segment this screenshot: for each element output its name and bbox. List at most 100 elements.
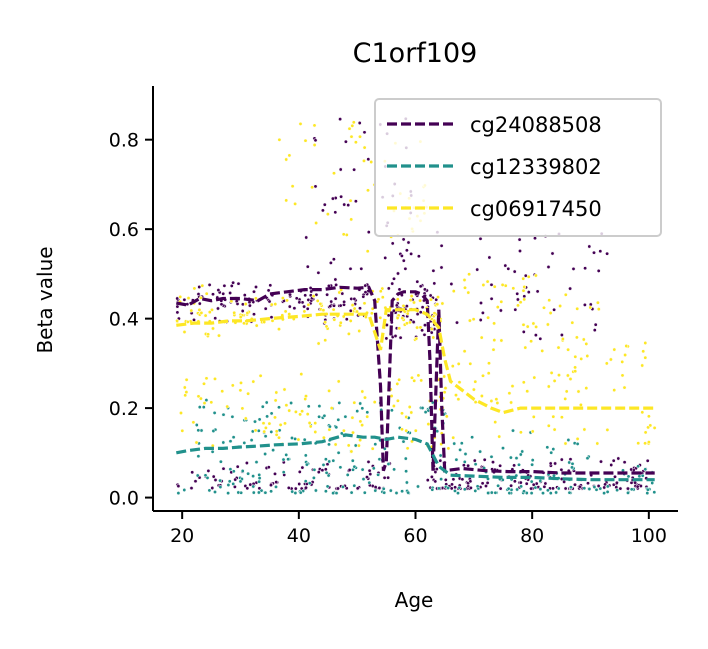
data-point [411, 320, 416, 324]
data-point [238, 388, 243, 393]
x-tick-label: 60 [403, 525, 427, 547]
trend-line [176, 433, 655, 482]
y-tick-label: 0.2 [109, 398, 139, 420]
data-point [582, 486, 587, 491]
x-tick-label: 100 [631, 525, 667, 547]
data-point [472, 458, 477, 463]
data-point [216, 306, 220, 311]
data-point [389, 394, 394, 398]
data-point [325, 212, 330, 217]
data-point [238, 479, 243, 484]
data-point [545, 488, 550, 493]
data-point [515, 297, 520, 302]
data-point [605, 489, 610, 494]
data-point [269, 411, 274, 416]
data-point [549, 450, 554, 455]
data-point [609, 463, 614, 467]
data-point [189, 486, 194, 491]
data-point [370, 446, 375, 451]
data-point [573, 369, 578, 374]
y-axis-label: Beta value [33, 246, 57, 353]
data-point [645, 458, 650, 463]
data-point [366, 188, 370, 193]
data-point [323, 489, 328, 494]
data-point [311, 294, 316, 299]
data-point [322, 202, 327, 207]
data-point [349, 490, 354, 495]
data-point [390, 281, 395, 286]
data-point [552, 378, 557, 383]
data-point [507, 391, 512, 396]
data-point [337, 290, 342, 295]
data-point [274, 390, 279, 395]
data-point [186, 296, 191, 301]
data-point [305, 306, 310, 311]
data-point [338, 117, 343, 122]
data-point [487, 361, 491, 366]
data-point [327, 424, 332, 429]
data-point [629, 487, 634, 492]
data-point [221, 440, 226, 445]
data-point [303, 479, 308, 484]
data-point [508, 455, 513, 460]
data-point [643, 355, 648, 360]
data-point [343, 414, 348, 419]
data-point [353, 140, 358, 145]
data-point [573, 365, 578, 370]
data-point [273, 471, 277, 476]
data-point [605, 251, 610, 256]
data-point [568, 485, 573, 490]
data-point [254, 285, 258, 289]
data-point [409, 251, 414, 256]
data-point [416, 373, 421, 378]
data-point [404, 428, 409, 433]
data-point [640, 410, 645, 415]
data-point [462, 349, 467, 354]
data-point [199, 310, 204, 315]
data-point [376, 472, 381, 477]
data-point [353, 199, 358, 204]
data-point [559, 457, 564, 462]
data-point [283, 309, 288, 314]
data-point [386, 475, 391, 480]
data-point [450, 364, 455, 369]
data-point [263, 434, 268, 439]
data-point [514, 456, 519, 461]
data-point [582, 302, 587, 307]
data-point [412, 300, 416, 305]
data-point [277, 435, 281, 440]
data-point [640, 363, 645, 368]
data-point [515, 487, 520, 492]
data-point [566, 438, 571, 442]
data-point [463, 285, 467, 290]
data-point [404, 304, 409, 309]
data-point [284, 403, 289, 408]
data-point [518, 249, 522, 253]
data-point [492, 321, 497, 326]
data-point [456, 361, 461, 366]
data-point [439, 477, 444, 482]
data-point [380, 295, 385, 300]
data-point [482, 457, 487, 462]
data-point [562, 479, 567, 484]
data-point [243, 416, 248, 421]
data-point [494, 397, 499, 402]
data-point [457, 485, 462, 490]
data-point [489, 282, 494, 287]
data-point [289, 401, 294, 405]
data-point [440, 301, 445, 306]
data-point [204, 291, 209, 296]
data-point [287, 153, 292, 158]
data-point [413, 428, 418, 433]
data-point [277, 137, 282, 142]
data-point [394, 491, 399, 495]
data-point [596, 268, 601, 273]
data-point [395, 398, 400, 403]
data-point [257, 476, 262, 481]
data-point [521, 322, 526, 327]
data-point [213, 478, 218, 482]
data-point [366, 157, 371, 162]
data-point [253, 428, 258, 433]
data-point [499, 338, 504, 343]
data-point [286, 457, 291, 462]
